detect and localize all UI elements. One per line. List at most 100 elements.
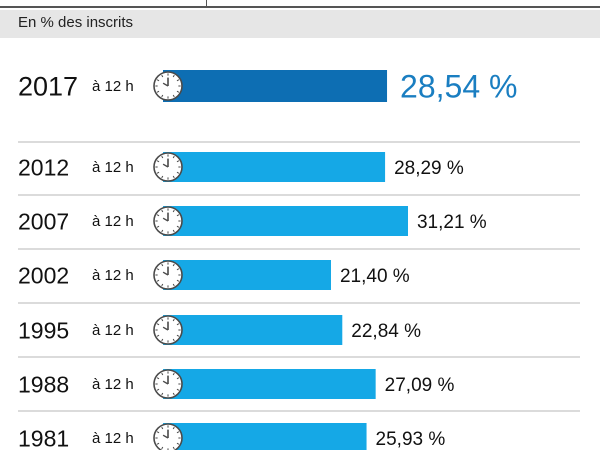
clock-tick: [172, 175, 175, 179]
clock-tick: [176, 323, 180, 326]
time-label: à 12 h: [92, 322, 134, 339]
clock-tick: [161, 209, 164, 213]
value-label-1981: 25,93 %: [376, 429, 446, 450]
category-label-2007: 2007: [18, 208, 69, 234]
clock-tick: [172, 94, 175, 98]
clock-tick: [176, 377, 180, 380]
clock-icon: [153, 71, 183, 101]
clock-tick: [176, 431, 180, 434]
clock-tick: [172, 392, 175, 396]
category-label-1988: 1988: [18, 371, 69, 397]
category-label-2012: 2012: [18, 154, 69, 180]
time-label: à 12 h: [92, 376, 134, 393]
top-tick: [206, 0, 207, 8]
bar-1988: [163, 369, 376, 399]
clock-icon: [153, 369, 183, 399]
value-label-2002: 21,40 %: [340, 266, 410, 287]
clock-tick: [156, 268, 160, 271]
clock-icon: [153, 315, 183, 345]
clock-tick: [161, 283, 164, 287]
clock-tick: [176, 268, 180, 271]
clock-hand: [162, 271, 169, 276]
time-label: à 12 h: [92, 159, 134, 176]
clock-tick: [161, 229, 164, 233]
category-label-1995: 1995: [18, 317, 69, 343]
value-label-1995: 22,84 %: [351, 321, 421, 342]
clock-tick: [172, 74, 175, 78]
clock-icon: [153, 152, 183, 182]
clock-tick: [156, 377, 160, 380]
chart-subtitle: En % des inscrits: [18, 14, 134, 31]
clock-icon: [153, 260, 183, 290]
category-label-1981: 1981: [18, 425, 69, 450]
clock-tick: [156, 79, 160, 82]
clock-tick: [176, 225, 180, 228]
clock-tick: [172, 283, 175, 287]
top-rule: [0, 0, 600, 8]
clock-tick: [172, 263, 175, 267]
clock-tick: [161, 426, 164, 430]
clock-tick: [176, 79, 180, 82]
bar-2012: [163, 152, 386, 182]
clock-tick: [156, 214, 160, 217]
clock-tick: [156, 388, 160, 391]
clock-tick: [172, 318, 175, 322]
clock-hand: [162, 82, 169, 87]
bar-2002: [163, 260, 331, 290]
category-label-2002: 2002: [18, 262, 69, 288]
clock-tick: [176, 442, 180, 445]
clock-tick: [156, 442, 160, 445]
time-label: à 12 h: [92, 213, 134, 230]
clock-tick: [156, 160, 160, 163]
clock-tick: [161, 175, 164, 179]
clock-tick: [172, 155, 175, 159]
time-label: à 12 h: [92, 430, 134, 447]
clock-tick: [176, 334, 180, 337]
value-label-2007: 31,21 %: [417, 212, 487, 233]
clock-tick: [161, 74, 164, 78]
clock-tick: [172, 372, 175, 376]
clock-tick: [156, 225, 160, 228]
value-label-2012: 28,29 %: [394, 158, 464, 179]
clock-hand: [162, 434, 169, 439]
bar-2017: [163, 70, 388, 102]
chart-subtitle-band: En % des inscrits: [0, 10, 600, 38]
value-label-1988: 27,09 %: [385, 375, 455, 396]
bar-2007: [163, 206, 408, 236]
clock-tick: [176, 171, 180, 174]
clock-tick: [172, 209, 175, 213]
clock-tick: [156, 431, 160, 434]
clock-tick: [161, 263, 164, 267]
bar-1995: [163, 315, 343, 345]
clock-tick: [161, 338, 164, 342]
clock-tick: [176, 90, 180, 93]
clock-hand: [162, 217, 169, 222]
clock-tick: [172, 426, 175, 430]
clock-tick: [161, 372, 164, 376]
clock-tick: [172, 446, 175, 450]
clock-tick: [176, 279, 180, 282]
bar-1981: [163, 423, 367, 450]
clock-tick: [161, 392, 164, 396]
clock-tick: [156, 90, 160, 93]
clock-tick: [161, 155, 164, 159]
clock-tick: [156, 279, 160, 282]
clock-tick: [156, 323, 160, 326]
clock-tick: [176, 388, 180, 391]
clock-tick: [176, 160, 180, 163]
clock-tick: [161, 318, 164, 322]
clock-tick: [161, 94, 164, 98]
clock-tick: [161, 446, 164, 450]
clock-tick: [172, 229, 175, 233]
clock-tick: [156, 334, 160, 337]
clock-tick: [176, 214, 180, 217]
value-label-2017: 28,54 %: [400, 69, 517, 105]
clock-icon: [153, 423, 183, 450]
category-label-2017: 2017: [18, 72, 78, 102]
clock-tick: [156, 171, 160, 174]
clock-hand: [162, 163, 169, 168]
clock-hand: [162, 326, 169, 331]
clock-hand: [162, 380, 169, 385]
clock-tick: [172, 338, 175, 342]
